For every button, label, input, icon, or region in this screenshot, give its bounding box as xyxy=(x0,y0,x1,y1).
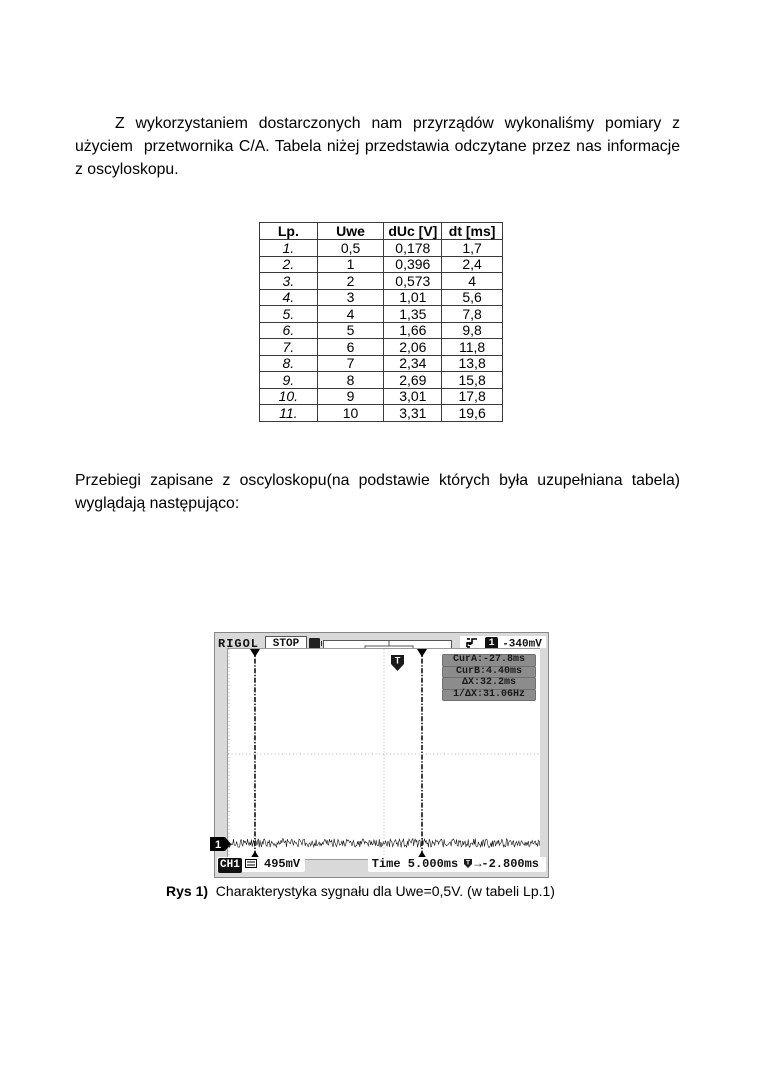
svg-text:T: T xyxy=(466,860,470,867)
svg-text:1: 1 xyxy=(215,839,221,851)
